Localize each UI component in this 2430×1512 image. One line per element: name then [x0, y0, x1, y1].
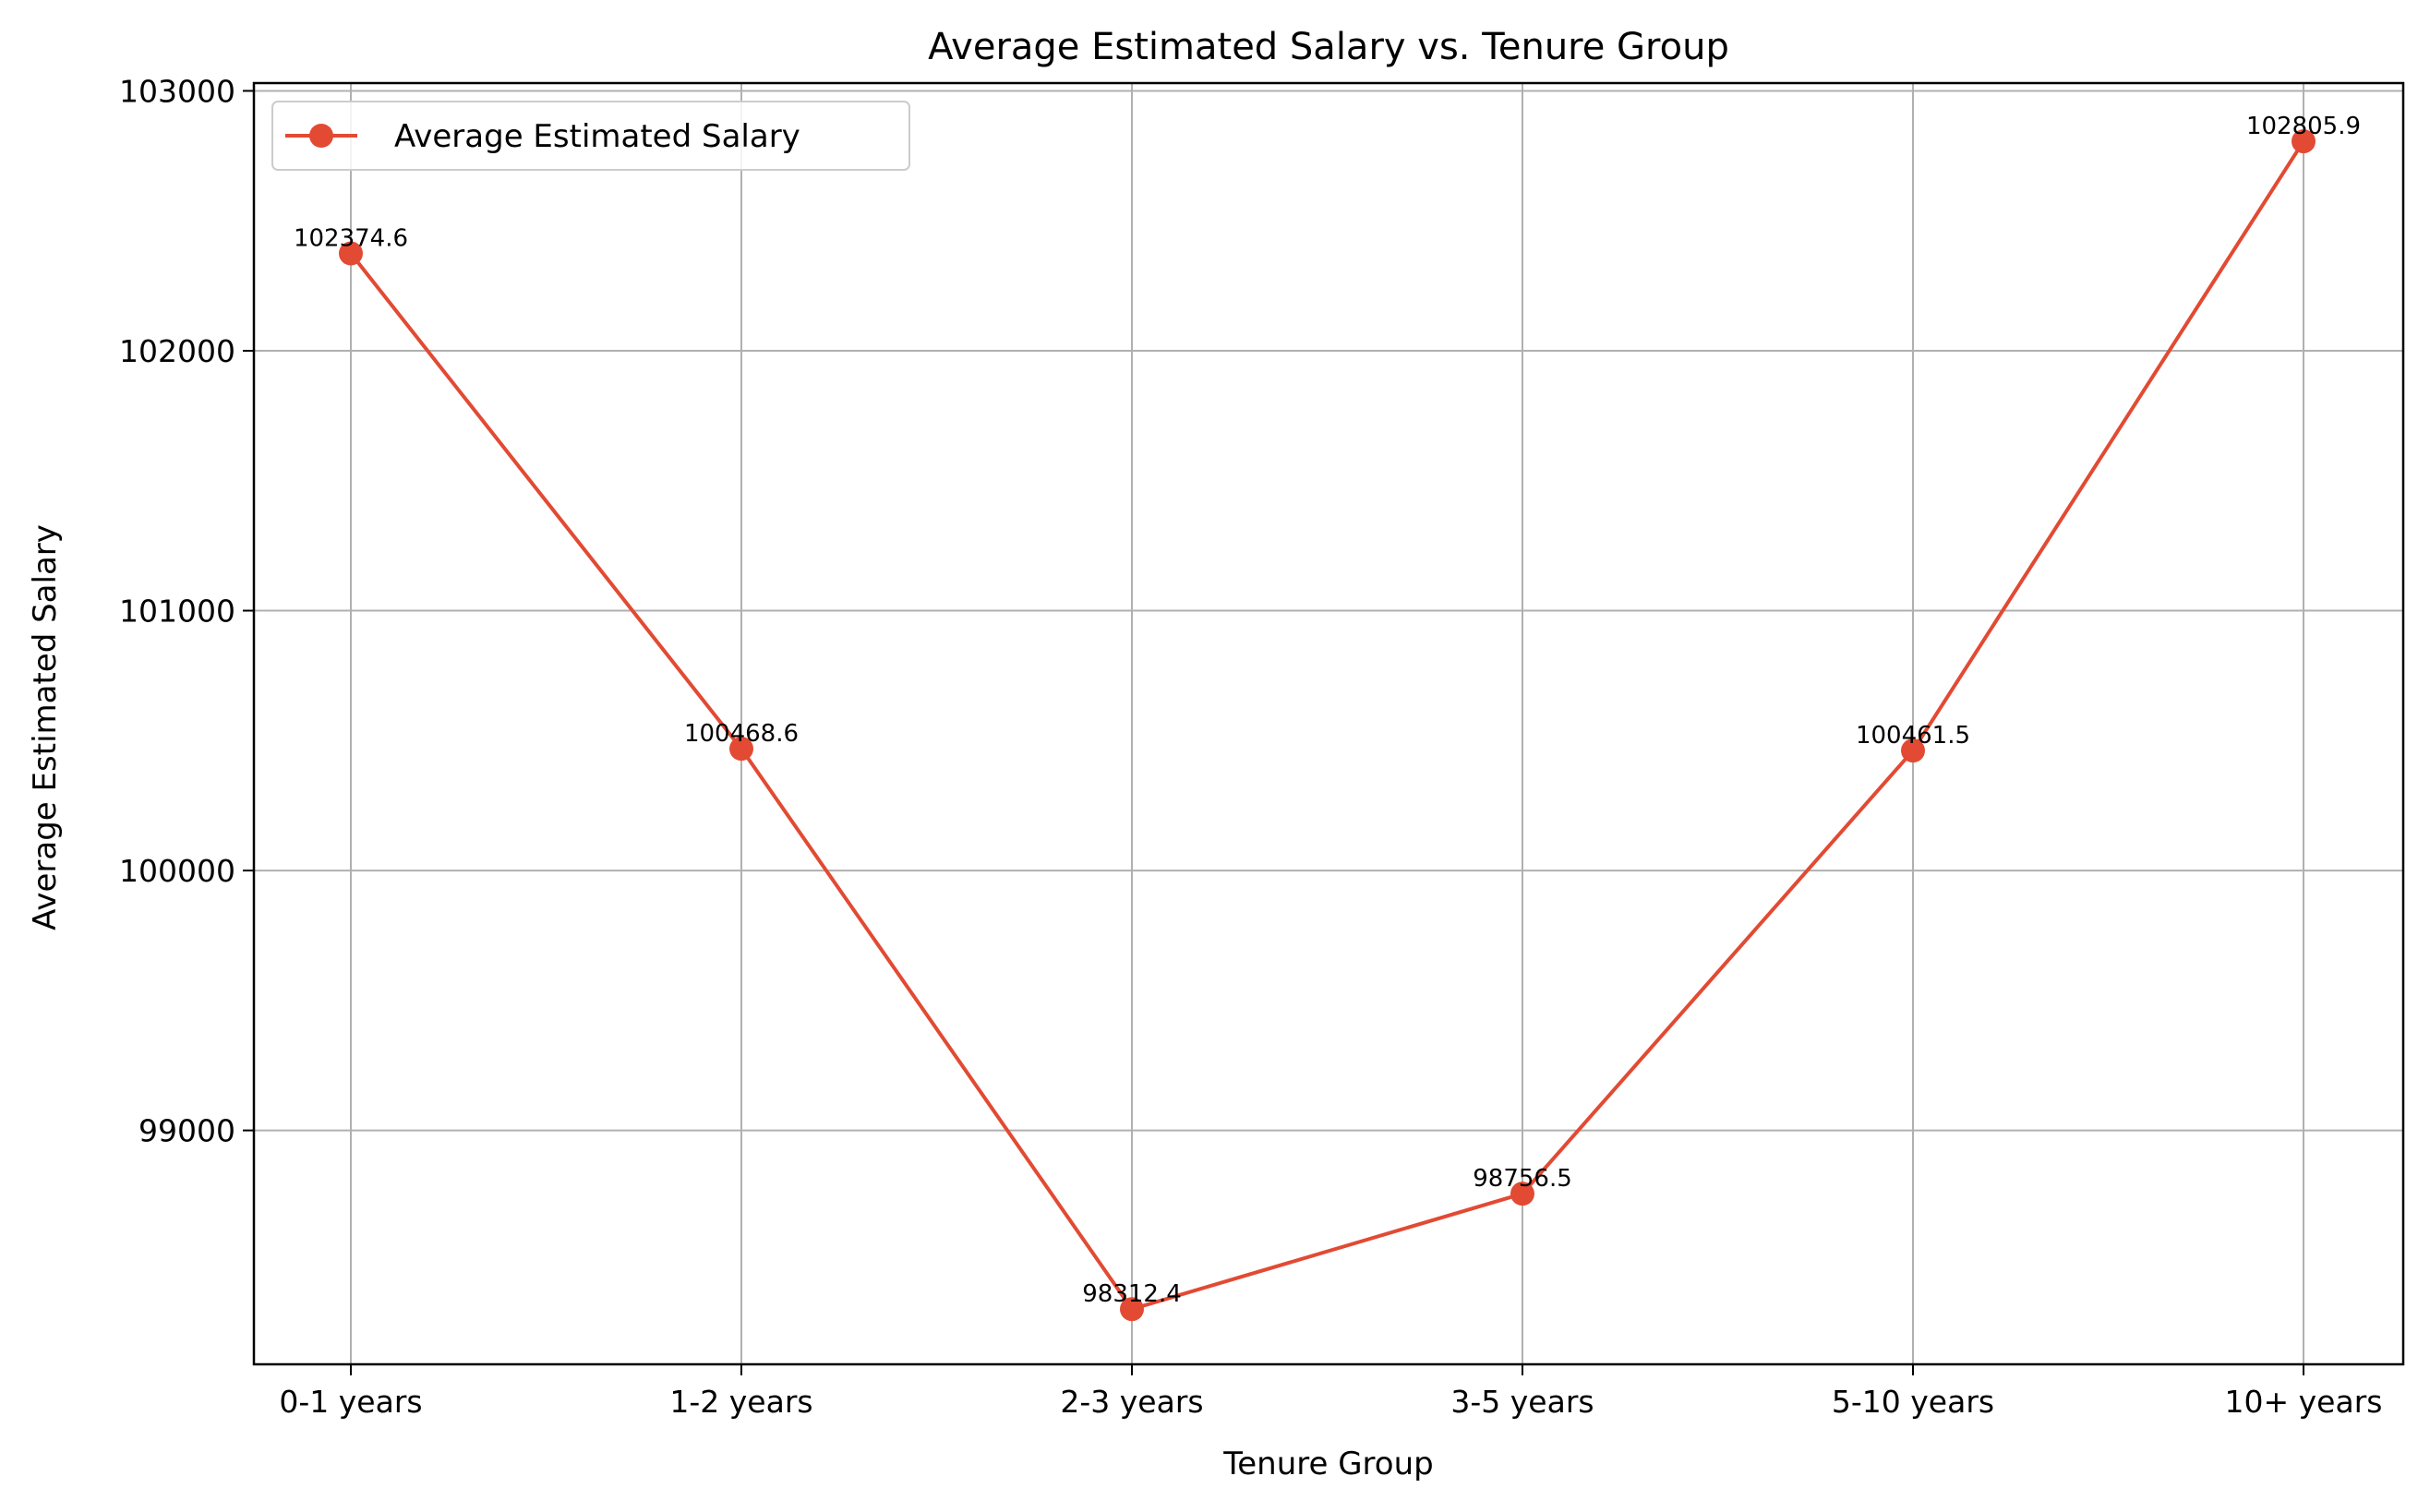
- data-point: [339, 241, 363, 266]
- x-tick-label: 10+ years: [2225, 1384, 2383, 1420]
- data-label: 102374.6: [294, 225, 408, 253]
- x-tick-label: 0-1 years: [279, 1384, 422, 1420]
- series-layer: 102374.6 100468.6 98312.4 98756.5 100461.5 10…: [294, 113, 2361, 1322]
- series-line: [349, 140, 2305, 1312]
- data-point: [729, 737, 753, 762]
- x-tick-label: 2-3 years: [1060, 1384, 1203, 1420]
- data-point: [1510, 1182, 1534, 1206]
- data-point: [1901, 738, 1925, 763]
- x-tick-label: 1-2 years: [669, 1384, 812, 1420]
- data-point: [2292, 129, 2316, 154]
- y-axis-label: Average Estimated Salary: [27, 524, 64, 930]
- data-label: 98756.5: [1473, 1165, 1572, 1193]
- x-tick-label: 5-10 years: [1832, 1384, 1994, 1420]
- y-tick-label: 100000: [119, 853, 235, 889]
- data-label: 102805.9: [2246, 113, 2361, 140]
- y-tick-label: 101000: [119, 594, 235, 630]
- plot-frame: [252, 81, 2405, 1366]
- y-tick-label: 103000: [119, 73, 235, 109]
- data-label: 98312.4: [1082, 1280, 1182, 1308]
- axes: 0-1 years 1-2 years 2-3 years 3-5 years 5-10…: [119, 73, 2405, 1420]
- data-label: 100468.6: [684, 720, 799, 748]
- legend-marker: [309, 124, 333, 148]
- legend-label: Average Estimated Salary: [394, 118, 800, 155]
- data-label: 100461.5: [1856, 722, 1970, 750]
- y-tick-label: 102000: [119, 333, 235, 369]
- x-tick-label: 3-5 years: [1450, 1384, 1594, 1420]
- x-axis-label: Tenure Group: [1222, 1446, 1433, 1482]
- chart-title: Average Estimated Salary vs. Tenure Grou…: [928, 26, 1729, 68]
- grid-lines: [254, 83, 2403, 1364]
- data-point: [1120, 1297, 1144, 1322]
- legend-box: [271, 101, 910, 171]
- legend: Average Estimated Salary: [271, 101, 910, 171]
- y-tick-label: 99000: [138, 1113, 235, 1149]
